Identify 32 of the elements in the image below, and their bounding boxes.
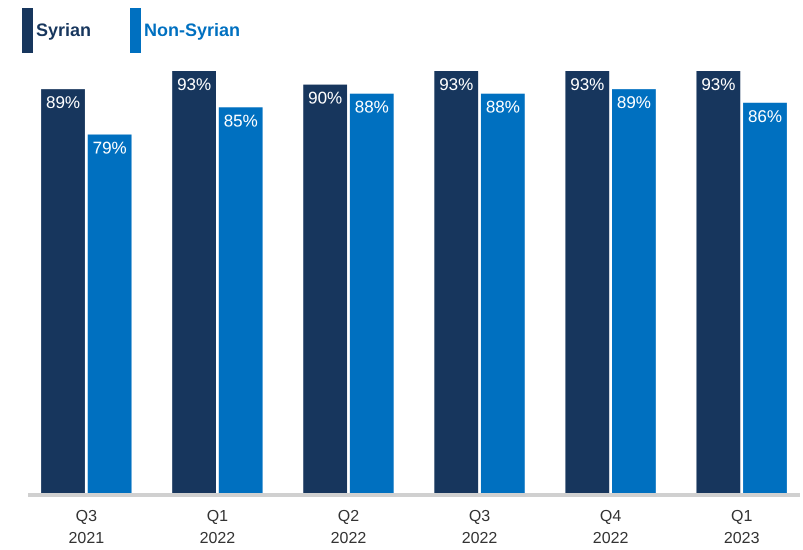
data-label: 85% [224,111,258,130]
bar [41,89,85,493]
bar [350,94,394,493]
data-label: 88% [486,98,520,117]
data-label: 93% [177,75,212,94]
data-label: 86% [748,106,782,126]
bar [480,94,525,493]
x-tick-label: Q3 2021 [68,508,104,547]
data-label: 93% [701,75,736,94]
bar [88,134,132,493]
x-tick-label: Q4 2022 [592,508,629,547]
bar [303,84,348,493]
bar [218,107,263,493]
text: Syrian [36,20,92,40]
data-label: 88% [354,98,389,117]
x-tick-label: Q1 2023 [724,508,760,547]
bar [434,71,478,493]
bar [696,71,740,493]
bar [743,102,787,493]
data-label: 89% [46,93,80,112]
data-label: 93% [570,75,604,94]
data-label: 90% [308,88,342,108]
bar [172,71,216,493]
bar [612,89,656,493]
x-tick-label: Q3 2022 [462,508,498,547]
bar [565,71,610,493]
data-label: 93% [439,75,474,94]
text: Non-Syrian [144,20,240,40]
x-tick-label: Q2 2022 [330,508,366,547]
data-label: 79% [92,138,127,158]
data-label: 89% [616,93,651,112]
x-tick-label: Q1 2022 [200,508,236,547]
